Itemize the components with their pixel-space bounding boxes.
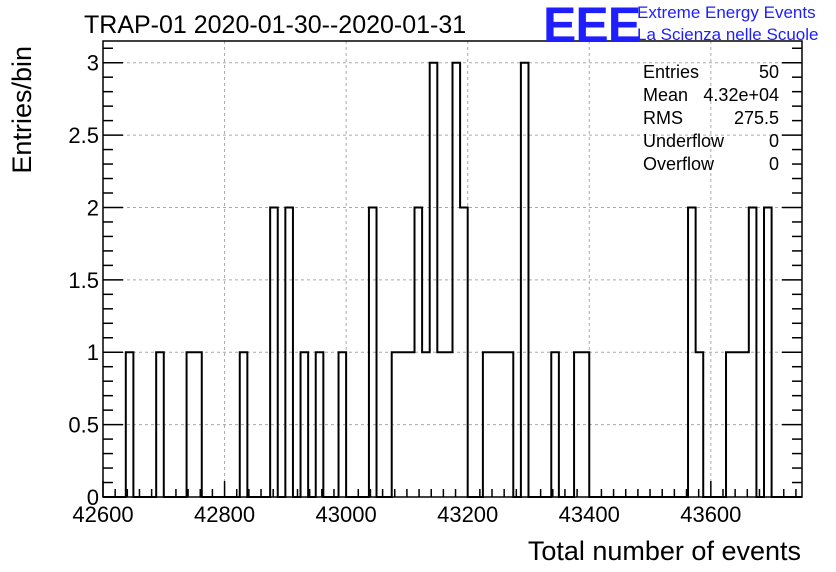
stats-label: Entries <box>643 62 699 82</box>
x-tick-label: 43400 <box>559 502 620 527</box>
axis-ticks <box>102 47 802 498</box>
x-tick-label: 43000 <box>316 502 377 527</box>
y-tick-labels: 0 0.5 1 1.5 2 2.5 3 <box>68 51 99 510</box>
stats-label: Underflow <box>643 131 725 151</box>
y-axis-title: Entries/bin <box>7 46 37 174</box>
y-tick-label: 1 <box>87 340 99 365</box>
logo-eee-text: EEE <box>543 0 640 53</box>
logo-line-1: Extreme Energy Events <box>637 3 816 22</box>
histogram-bin <box>574 352 589 497</box>
eee-logo: EEE Extreme Energy Events La Scienza nel… <box>543 0 818 53</box>
x-tick-label: 42800 <box>194 502 255 527</box>
x-axis-title: Total number of events <box>528 536 801 566</box>
stats-box: Entries 50 Mean 4.32e+04 RMS 275.5 Underflow 0 O… <box>643 62 779 174</box>
stats-value: 4.32e+04 <box>703 85 779 105</box>
y-tick-label: 3 <box>87 51 99 76</box>
logo-line-2: La Scienza nelle Scuole <box>637 25 818 44</box>
stats-value: 275.5 <box>734 108 779 128</box>
x-tick-label: 42600 <box>72 502 133 527</box>
histogram-outline <box>103 61 802 498</box>
histogram-series <box>103 61 802 498</box>
stats-label: Overflow <box>643 154 715 174</box>
stats-value: 0 <box>769 154 779 174</box>
y-tick-label: 0.5 <box>68 413 99 438</box>
x-tick-label: 43200 <box>437 502 498 527</box>
chart-title: TRAP-01 2020-01-30--2020-01-31 <box>84 11 466 39</box>
stats-label: RMS <box>643 108 683 128</box>
x-tick-label: 43600 <box>680 502 741 527</box>
y-tick-label: 1.5 <box>68 268 99 293</box>
x-tick-labels: 42600 42800 43000 43200 43400 43600 <box>72 502 741 527</box>
y-tick-label: 2 <box>87 195 99 220</box>
plot-frame <box>102 40 803 498</box>
y-tick-label: 0 <box>87 485 99 510</box>
y-tick-label: 2.5 <box>68 123 99 148</box>
stats-label: Mean <box>643 85 688 105</box>
stats-value: 0 <box>769 131 779 151</box>
stats-value: 50 <box>759 62 779 82</box>
